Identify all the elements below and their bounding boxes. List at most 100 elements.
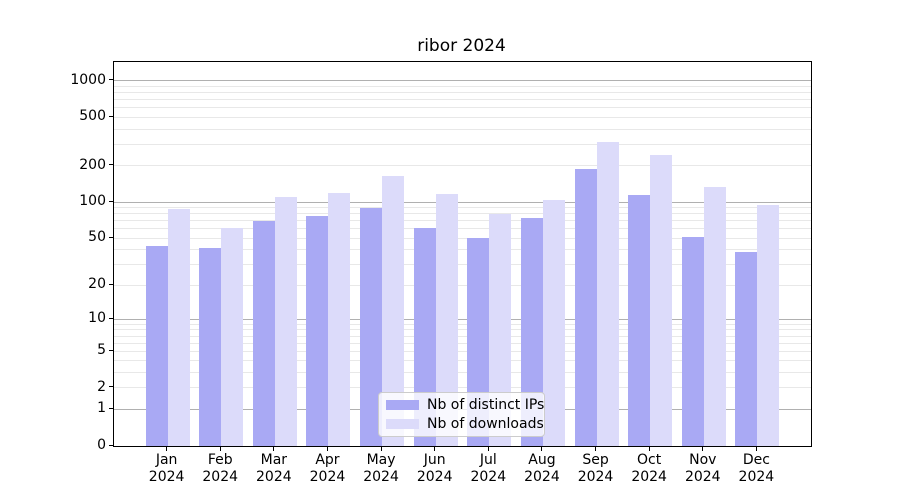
x-tick-label-mar: Mar 2024 — [256, 452, 292, 485]
gridline-minor — [114, 387, 811, 389]
x-tick-label-nov: Nov 2024 — [684, 452, 721, 485]
x-tick-label-apr: Apr 2024 — [309, 452, 346, 485]
y-tick-label: 1000 — [70, 71, 106, 88]
bar-downloads-dec — [757, 204, 780, 446]
y-tick-mark — [109, 444, 114, 446]
bar-downloads-sep — [596, 141, 619, 446]
bar-downloads-nov — [703, 186, 726, 446]
y-tick-label: 5 — [97, 342, 106, 359]
x-tick-label-may: May 2024 — [363, 452, 399, 485]
x-tick-label-feb: Feb 2024 — [202, 452, 239, 485]
y-tick-label: 10 — [88, 310, 106, 327]
x-tick-mark — [434, 446, 436, 451]
gridline-minor — [114, 143, 811, 145]
gridline-minor — [114, 249, 811, 251]
y-tick-label: 2 — [97, 378, 106, 395]
y-tick-label: 100 — [79, 193, 106, 210]
x-tick-mark — [541, 446, 543, 451]
x-tick-label-jun: Jun 2024 — [416, 452, 453, 485]
bar-downloads-apr — [328, 193, 351, 446]
gridline-minor — [114, 220, 811, 222]
bar-downloads-mar — [274, 196, 297, 446]
x-tick-label-jul: Jul 2024 — [470, 452, 507, 485]
y-tick-mark — [109, 79, 114, 81]
gridline-major — [114, 201, 811, 203]
x-tick-mark — [219, 446, 221, 451]
y-tick-label: 0 — [97, 437, 106, 453]
y-tick-label: 20 — [88, 276, 106, 293]
y-tick-mark — [109, 317, 114, 319]
y-tick-mark — [109, 386, 114, 388]
x-tick-mark — [487, 446, 489, 451]
y-tick-mark — [109, 349, 114, 351]
y-tick-mark — [109, 200, 114, 202]
x-tick-mark — [595, 446, 597, 451]
y-tick-mark — [109, 283, 114, 285]
legend-label-distinct-ips: Nb of distinct IPs — [427, 397, 545, 413]
legend: Nb of distinct IPs Nb of downloads — [378, 392, 545, 437]
x-tick-label-aug: Aug 2024 — [524, 452, 560, 485]
x-tick-label-jan: Jan 2024 — [148, 452, 185, 485]
bar-distinct-ips-aug — [520, 217, 543, 446]
gridline-minor — [114, 116, 811, 118]
bar-downloads-feb — [221, 227, 244, 446]
gridline-minor — [114, 350, 811, 352]
legend-item-distinct-ips: Nb of distinct IPs — [386, 397, 544, 413]
gridline-minor — [114, 329, 811, 331]
y-tick-mark — [109, 164, 114, 166]
y-tick-mark — [109, 236, 114, 238]
bar-distinct-ips-jan — [145, 246, 168, 446]
gridline-minor — [114, 284, 811, 286]
x-tick-label-dec: Dec 2024 — [738, 452, 775, 485]
bar-distinct-ips-may — [360, 207, 383, 446]
x-tick-label-sep: Sep 2024 — [577, 452, 614, 485]
gridline-minor — [114, 207, 811, 209]
bar-distinct-ips-sep — [574, 169, 597, 446]
bar-distinct-ips-nov — [681, 237, 704, 446]
y-tick-label: 200 — [79, 156, 106, 173]
gridline-minor — [114, 128, 811, 130]
gridline-minor — [114, 237, 811, 239]
gridline-minor — [114, 372, 811, 374]
y-tick-mark — [109, 115, 114, 117]
legend-swatch-downloads — [386, 419, 419, 429]
y-tick-label: 1 — [97, 400, 106, 417]
x-tick-mark — [755, 446, 757, 451]
bar-downloads-may — [382, 175, 405, 446]
plot-area — [113, 61, 812, 447]
gridline-major — [114, 318, 811, 320]
gridline-minor — [114, 360, 811, 362]
legend-item-downloads: Nb of downloads — [386, 416, 544, 432]
gridline-minor — [114, 323, 811, 325]
x-tick-mark — [326, 446, 328, 451]
y-tick-mark — [109, 407, 114, 409]
gridline-minor — [114, 92, 811, 94]
gridline-minor — [114, 342, 811, 344]
x-tick-mark — [273, 446, 275, 451]
gridline-minor — [114, 85, 811, 87]
x-tick-mark — [380, 446, 382, 451]
y-tick-label: 500 — [79, 108, 106, 125]
bar-distinct-ips-jun — [413, 227, 436, 446]
bar-distinct-ips-apr — [306, 215, 329, 446]
gridline-minor — [114, 99, 811, 101]
gridline-minor — [114, 213, 811, 215]
bar-downloads-aug — [542, 199, 565, 446]
legend-label-downloads: Nb of downloads — [427, 416, 544, 432]
gridline-minor — [114, 228, 811, 230]
gridline-minor — [114, 264, 811, 266]
bar-distinct-ips-feb — [199, 248, 222, 446]
x-tick-mark — [166, 446, 168, 451]
bar-downloads-jul — [489, 214, 512, 446]
bar-downloads-jun — [435, 193, 458, 446]
x-tick-mark — [702, 446, 704, 451]
gridline-minor — [114, 107, 811, 109]
gridline-major — [114, 80, 811, 82]
bar-downloads-oct — [650, 155, 673, 446]
gridline-minor — [114, 165, 811, 167]
x-tick-mark — [648, 446, 650, 451]
y-tick-label: 50 — [88, 229, 106, 246]
bar-distinct-ips-oct — [628, 194, 651, 446]
gridline-minor — [114, 335, 811, 337]
